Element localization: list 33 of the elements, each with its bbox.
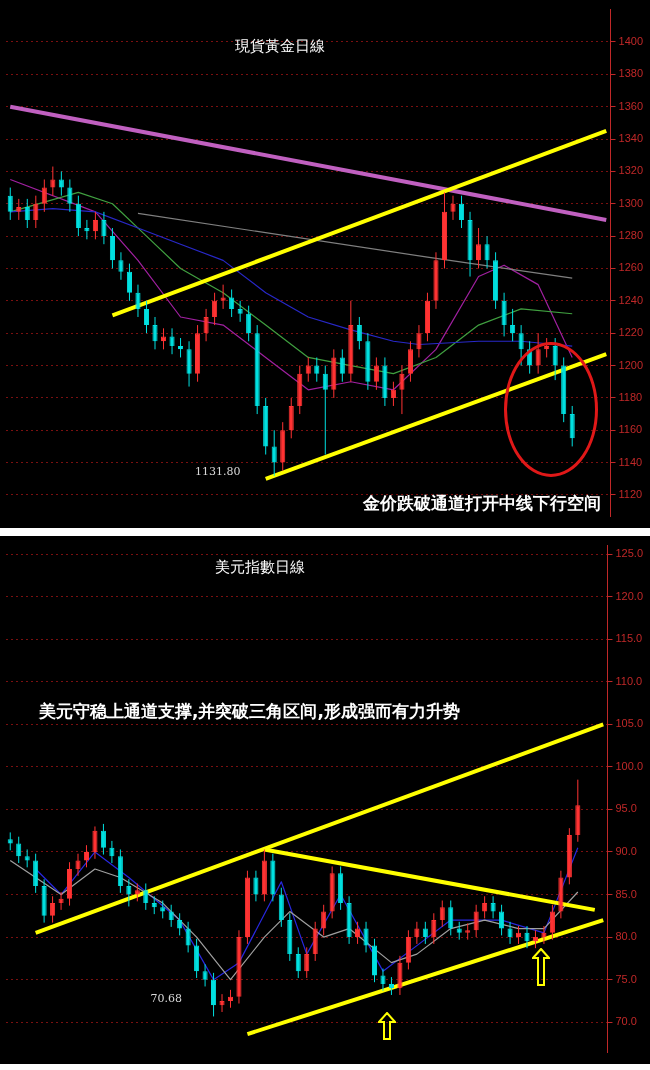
y-tick-label: 1300 <box>618 196 644 209</box>
text: 現貨黃金日線 <box>234 37 325 56</box>
y-tick-label: 1340 <box>618 132 644 145</box>
y-tick-label: 1200 <box>618 358 644 371</box>
y-tick-label: 85.0 <box>615 887 637 900</box>
y-tick-label: 1360 <box>618 99 644 112</box>
y-tick-label: 75.0 <box>615 972 637 985</box>
annotation: 金价跌破通道打开中线下行空间 <box>362 492 602 513</box>
y-tick-label: 1180 <box>618 390 643 403</box>
y-tick-label: 100.0 <box>615 759 643 772</box>
y-tick-label: 70.0 <box>615 1015 637 1028</box>
y-tick-label: 1120 <box>618 488 643 500</box>
y-tick-label: 1280 <box>618 229 644 242</box>
annotation: 1131.80 <box>195 465 241 479</box>
y-tick-label: 1140 <box>618 455 643 468</box>
y-tick-label: 1220 <box>618 326 644 339</box>
annotation: 美元守稳上通道支撑,并突破三角区间,形成强而有力升势 <box>38 701 460 722</box>
y-tick-label: 90.0 <box>615 845 637 858</box>
y-tick-label: 1380 <box>618 67 644 80</box>
y-tick-label: 1240 <box>618 293 644 306</box>
annotation: 70.68 <box>150 992 182 1006</box>
y-tick-label: 120.0 <box>615 589 643 602</box>
y-tick-label: 1400 <box>618 34 644 47</box>
y-tick-label: 80.0 <box>615 930 637 943</box>
y-tick-label: 105.0 <box>615 717 643 730</box>
y-tick-label: 95.0 <box>615 802 637 815</box>
y-tick-label: 110.0 <box>615 674 643 687</box>
text: 美元指數日線 <box>215 557 305 576</box>
y-tick-label: 115.0 <box>615 632 643 645</box>
y-tick-label: 1260 <box>618 261 644 274</box>
y-tick-label: 1320 <box>618 164 644 177</box>
y-tick-label: 125.0 <box>615 547 643 560</box>
y-tick-label: 1160 <box>618 423 643 436</box>
